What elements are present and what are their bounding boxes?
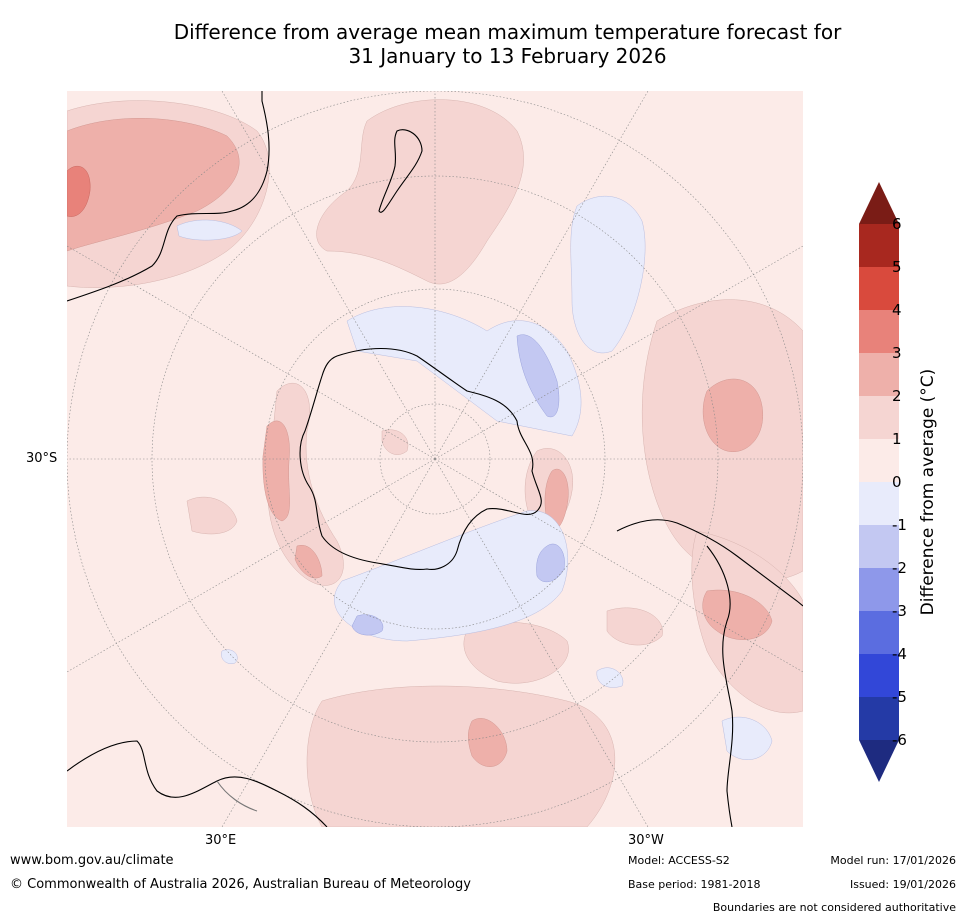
colorbar-tick: -3 <box>892 602 907 620</box>
coastlines <box>67 91 803 827</box>
antarctica-coast <box>299 347 542 570</box>
longitude-label-30w: 30°W <box>628 833 664 848</box>
model-name: Model: ACCESS-S2 <box>628 854 730 867</box>
title-line-2: 31 January to 13 February 2026 <box>348 44 667 68</box>
colorbar-1-2 <box>859 396 899 439</box>
colorbar-tick: 3 <box>892 344 902 362</box>
colorbar-5-6 <box>859 224 899 267</box>
colorbar-m5-m4 <box>859 654 899 697</box>
anomaly-cool-m1-m2 <box>351 334 565 636</box>
colorbar-4-5 <box>859 267 899 310</box>
colorbar-axis-label: Difference from average (°C) <box>918 368 938 616</box>
southern-africa-border <box>216 780 258 812</box>
colorbar-m1-0 <box>859 482 899 525</box>
issued-date: Issued: 19/01/2026 <box>849 878 956 891</box>
africa-coast <box>67 740 328 827</box>
colorbar-tick: -5 <box>892 688 907 706</box>
model-run-date: Model run: 17/01/2026 <box>830 854 956 867</box>
colorbar-m3-m2 <box>859 568 899 611</box>
colorbar-tick: -1 <box>892 516 907 534</box>
colorbar-extend-low <box>859 740 899 782</box>
colorbar-m2-m1 <box>859 525 899 568</box>
colorbar-tick: 1 <box>892 430 902 448</box>
colorbar-m4-m3 <box>859 611 899 654</box>
longitude-label-30e: 30°E <box>205 833 237 848</box>
anomaly-warm-3-4 <box>67 166 91 217</box>
colorbar-m6-m5 <box>859 697 899 740</box>
boundaries-disclaimer: Boundaries are not considered authoritat… <box>712 901 956 914</box>
colorbar-tick: -4 <box>892 645 907 663</box>
copyright-text: © Commonwealth of Australia 2026, Austra… <box>10 877 471 892</box>
colorbar-tick: 2 <box>892 387 902 405</box>
anomaly-warm-2-3 <box>67 118 773 767</box>
colorbar-tick: -6 <box>892 731 907 749</box>
base-period: Base period: 1981-2018 <box>628 878 761 891</box>
colorbar-tick: 5 <box>892 258 902 276</box>
colorbar-tick: -2 <box>892 559 907 577</box>
map-title: Difference from average mean maximum tem… <box>70 20 945 68</box>
colorbar-2-3 <box>859 353 899 396</box>
colorbar-3-4 <box>859 310 899 353</box>
australia-coast <box>67 91 270 302</box>
forecast-map <box>67 91 803 827</box>
colorbar-tick: 4 <box>892 301 902 319</box>
graticule <box>67 91 803 827</box>
colorbar <box>859 182 899 782</box>
colorbar-extend-high <box>859 182 899 224</box>
colorbar-0-1 <box>859 439 899 482</box>
latitude-label-30s: 30°S <box>26 451 58 466</box>
website-link[interactable]: www.bom.gov.au/climate <box>10 853 174 868</box>
colorbar-tick: 0 <box>892 473 902 491</box>
new-zealand-coast <box>378 129 423 213</box>
title-line-1: Difference from average mean maximum tem… <box>173 20 842 44</box>
south-america-coast <box>616 519 803 827</box>
colorbar-tick: 6 <box>892 215 902 233</box>
